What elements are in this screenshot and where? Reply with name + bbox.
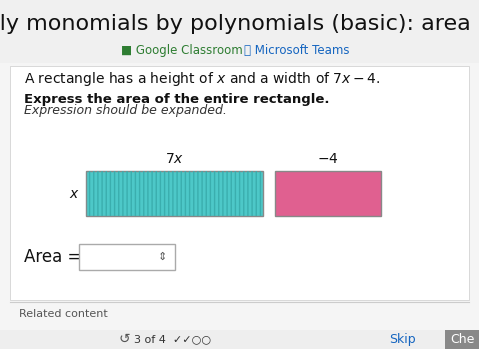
Text: 🖥 Microsoft Teams: 🖥 Microsoft Teams bbox=[244, 44, 350, 57]
FancyBboxPatch shape bbox=[0, 330, 479, 349]
Text: Skip: Skip bbox=[389, 333, 416, 346]
FancyBboxPatch shape bbox=[79, 244, 175, 270]
Text: Multiply monomials by polynomials (basic): area model: Multiply monomials by polynomials (basic… bbox=[0, 14, 479, 35]
Text: Express the area of the entire rectangle.: Express the area of the entire rectangle… bbox=[24, 93, 330, 106]
Text: 3 of 4  ✓✓○○: 3 of 4 ✓✓○○ bbox=[134, 334, 211, 344]
FancyBboxPatch shape bbox=[275, 171, 381, 216]
Text: $-4$: $-4$ bbox=[317, 152, 339, 166]
Text: Expression should be expanded.: Expression should be expanded. bbox=[24, 104, 227, 117]
Text: Related content: Related content bbox=[19, 309, 108, 319]
FancyBboxPatch shape bbox=[0, 0, 479, 63]
FancyBboxPatch shape bbox=[10, 66, 469, 300]
Text: ■ Google Classroom: ■ Google Classroom bbox=[121, 44, 243, 57]
Text: Area =: Area = bbox=[24, 247, 81, 266]
Text: ⇕: ⇕ bbox=[158, 252, 168, 262]
FancyBboxPatch shape bbox=[86, 171, 263, 216]
Text: ↺: ↺ bbox=[119, 332, 130, 346]
FancyBboxPatch shape bbox=[445, 330, 479, 349]
Text: $7x$: $7x$ bbox=[165, 152, 184, 166]
Text: $x$: $x$ bbox=[69, 187, 80, 201]
Text: Che: Che bbox=[450, 333, 474, 346]
Text: A rectangle has a height of $x$ and a width of $7x - 4$.: A rectangle has a height of $x$ and a wi… bbox=[24, 69, 381, 88]
